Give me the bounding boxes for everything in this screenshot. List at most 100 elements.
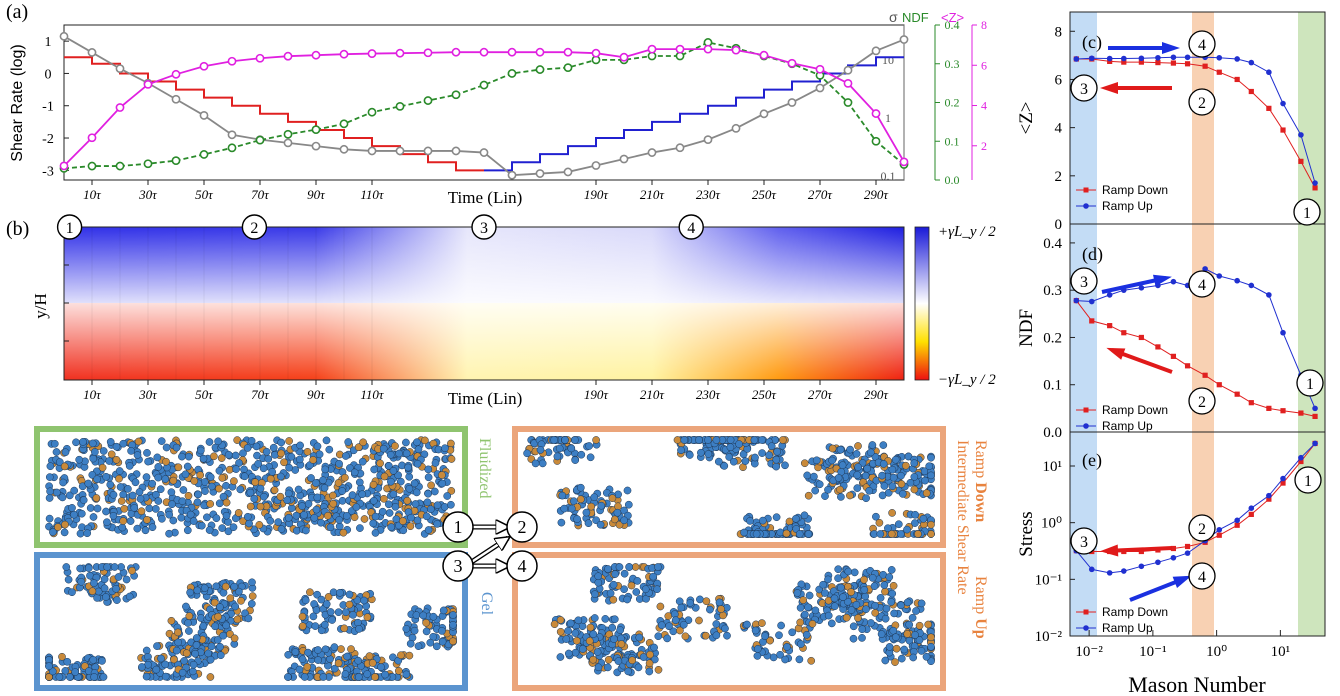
particle: [58, 493, 67, 502]
particle: [250, 494, 259, 503]
particle: [317, 595, 326, 604]
particle: [125, 592, 134, 601]
particle: [230, 582, 239, 591]
c-ramp-up-point: [1248, 59, 1255, 66]
panel-a-left-ticks: 1 0 -1 -2 -3: [42, 35, 69, 179]
particle: [406, 522, 415, 531]
z-tick-label: 4: [981, 99, 987, 113]
d-ramp-up-point: [1106, 292, 1113, 298]
particle: [389, 466, 398, 475]
particle: [386, 450, 395, 459]
d-ytick-label: 0.1: [1043, 378, 1062, 394]
particle: [815, 480, 824, 489]
particle: [341, 608, 350, 617]
particle: [795, 530, 804, 538]
particle: [212, 514, 221, 523]
x-tick-label: 90τ: [307, 187, 326, 202]
ndf-point: [395, 101, 405, 111]
particle: [917, 599, 926, 608]
particle: [358, 490, 367, 499]
particle: [402, 624, 411, 633]
particle: [550, 620, 559, 629]
particle: [758, 516, 767, 525]
particle: [369, 496, 378, 505]
particle: [181, 470, 190, 479]
particle: [350, 513, 359, 522]
particle: [88, 587, 97, 596]
particle: [679, 620, 688, 629]
particle: [359, 438, 367, 447]
e-ramp-down-point: [1138, 548, 1144, 555]
particle: [62, 563, 71, 571]
particle: [298, 612, 307, 621]
particle: [919, 514, 928, 523]
particle: [312, 479, 320, 487]
particle: [174, 638, 183, 647]
particle: [354, 673, 363, 681]
particle: [576, 495, 585, 504]
particle: [83, 529, 92, 538]
sigma-axis-label: σ: [889, 9, 898, 25]
x-tick-label: 290τ: [864, 187, 890, 202]
particle: [381, 670, 389, 679]
particle: [264, 455, 273, 463]
particle: [106, 438, 115, 446]
particle: [894, 520, 903, 529]
particle: [615, 520, 624, 529]
particle: [641, 585, 650, 594]
particle: [871, 601, 879, 610]
particle: [103, 563, 111, 571]
particle: [268, 468, 277, 476]
particle: [219, 492, 228, 501]
z-point: [675, 44, 685, 54]
panel-e-tag: (e): [1082, 450, 1102, 471]
particle: [369, 480, 378, 489]
particle: [623, 486, 632, 495]
state-marker-1: [1293, 198, 1321, 226]
d-ramp-down-point: [1138, 334, 1144, 341]
particle: [231, 451, 240, 460]
particle: [852, 600, 861, 609]
particle: [232, 465, 240, 473]
c-ramp-down-point: [1155, 59, 1161, 66]
particle: [888, 482, 897, 491]
particle: [854, 463, 862, 471]
particle: [46, 462, 55, 471]
particle: [70, 510, 78, 519]
particle: [303, 663, 312, 671]
state-marker-2: [1188, 387, 1216, 415]
z-point: [731, 45, 741, 55]
particle: [352, 503, 361, 511]
particle: [349, 611, 357, 619]
particle: [649, 572, 658, 581]
particle: [897, 601, 905, 610]
particle: [811, 486, 820, 495]
particle: [776, 650, 784, 659]
particle: [801, 610, 809, 619]
particle: [169, 516, 178, 525]
particle: [571, 436, 579, 444]
particle: [673, 436, 682, 444]
particle: [594, 663, 603, 672]
particle: [664, 612, 673, 620]
particle: [356, 524, 364, 532]
particle: [617, 640, 626, 648]
c-ramp-up-point: [1170, 54, 1177, 61]
particle: [608, 494, 617, 503]
particle: [922, 652, 931, 661]
x-tick-label: 210τ: [640, 387, 666, 402]
particle: [341, 670, 350, 678]
x-tick-label: 70τ: [251, 387, 270, 402]
c-ramp-up-point: [1266, 69, 1272, 76]
particle: [601, 615, 610, 623]
particle: [115, 467, 124, 475]
particle: [92, 494, 101, 502]
particle: [144, 457, 152, 466]
particle: [230, 477, 238, 485]
snapshot-fluidized: [34, 426, 468, 548]
particle: [162, 443, 171, 452]
particle: [247, 436, 256, 445]
particle: [410, 479, 419, 488]
particle: [98, 463, 107, 472]
particle: [523, 449, 531, 458]
